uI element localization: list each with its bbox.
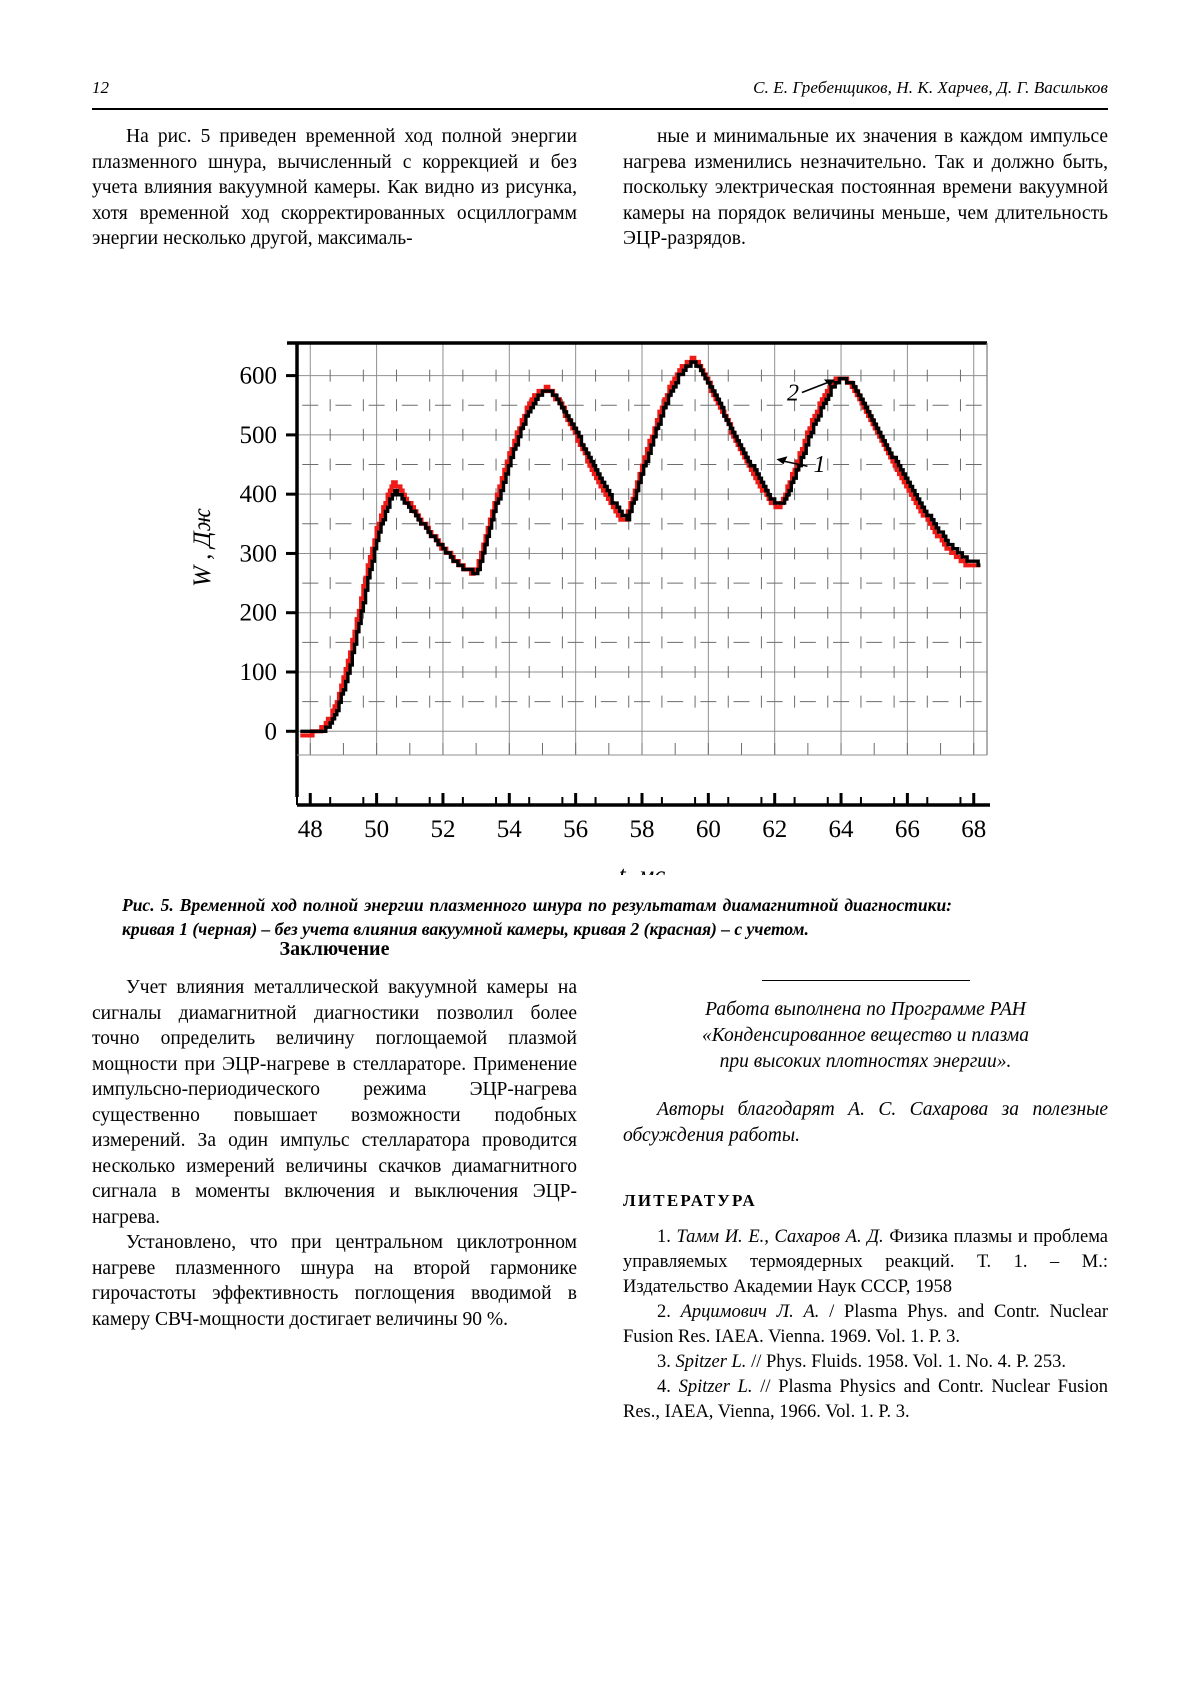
x-tick-label: 54 [497,816,523,843]
chart-axes [286,343,990,805]
acknowledgement-line-2: «Конденсированное вещество и плазма [623,1023,1108,1049]
reference-source: // Phys. Fluids. 1958. Vol. 1. No. 4. P.… [746,1352,1066,1372]
y-axis-label: W , Дж [189,508,216,587]
x-tick-label: 48 [298,816,323,843]
energy-time-chart: 0 100 200 300 400 500 600 48 50 52 54 56 58 60 62 64 66 6… [92,305,1108,875]
x-tick-label: 66 [895,816,920,843]
running-title: С. Е. Гребенщиков, Н. К. Харчев, Д. Г. В… [753,78,1108,98]
reference-authors: Spitzer L. [679,1377,753,1397]
reference-number: 3. [657,1352,676,1372]
intro-columns: На рис. 5 приведен временной ход полной … [92,124,1108,252]
reference-item: 4. Spitzer L. // Plasma Physics and Cont… [623,1375,1108,1425]
acknowledgement-line-1: Работа выполнена по Программе РАН [623,997,1108,1023]
chart-labels: 0 100 200 300 400 500 600 48 50 52 54 56 58 60 62 64 66 6… [189,363,986,875]
reference-item: 1. Тамм И. Е., Сахаров А. Д. Физика плаз… [623,1225,1108,1300]
y-tick-label: 100 [240,659,278,686]
page-header: 12 С. Е. Гребенщиков, Н. К. Харчев, Д. Г… [92,78,1108,98]
acknowledgement-thanks: Авторы благодарят А. С. Сахарова за поле… [623,1097,1108,1149]
curve-1-arrow-head [776,456,787,464]
page-number: 12 [92,78,109,98]
chart-area: 0 100 200 300 400 500 600 48 50 52 54 56 58 60 62 64 66 6… [92,305,1108,875]
x-tick-label: 58 [630,816,655,843]
y-tick-label: 500 [240,422,278,449]
x-tick-label: 60 [696,816,721,843]
reference-authors: Тамм И. Е., Сахаров А. Д. [677,1227,884,1247]
y-tick-label: 0 [265,718,278,745]
reference-number: 2. [657,1302,681,1322]
y-tick-label: 600 [240,363,278,390]
references-heading: ЛИТЕРАТУРА [623,1191,1108,1211]
y-tick-label: 300 [240,540,278,567]
reference-authors: Арцимович Л. А. [681,1302,820,1322]
reference-authors: Spitzer L. [676,1352,747,1372]
series-curve-1 [300,362,980,731]
acknowledgement-line-3: при высоких плотностях энергии». [623,1049,1108,1075]
conclusion-paragraph-1: Учет влияния металлической вакуумной кам… [92,975,577,1230]
x-tick-label: 56 [563,816,588,843]
y-tick-label: 400 [240,481,278,508]
document-page: 12 С. Е. Гребенщиков, Н. К. Харчев, Д. Г… [0,0,1200,1698]
curve-1-annotation-label: 1 [813,452,825,478]
lower-columns: Заключение Учет влияния металлической ва… [92,938,1108,1425]
acknowledgement-column: Работа выполнена по Программе РАН «Конде… [623,938,1108,1425]
y-tick-label: 200 [240,600,278,627]
intro-right-column: ные и минимальные их значения в каждом и… [623,124,1108,252]
x-tick-label: 64 [829,816,855,843]
curve-2-annotation-label: 2 [787,381,799,407]
intro-paragraph-right: ные и минимальные их значения в каждом и… [623,124,1108,252]
reference-item: 3. Spitzer L. // Phys. Fluids. 1958. Vol… [623,1350,1108,1375]
chart-series [300,358,980,736]
reference-item: 2. Арцимович Л. А. / Plasma Phys. and Co… [623,1300,1108,1350]
reference-list: 1. Тамм И. Е., Сахаров А. Д. Физика плаз… [623,1225,1108,1425]
series-curve-2 [300,358,980,736]
x-tick-label: 50 [364,816,389,843]
intro-paragraph-left: На рис. 5 приведен временной ход полной … [92,124,577,252]
x-tick-label: 52 [430,816,455,843]
x-axis-label: t, мс [619,862,666,875]
x-tick-label: 68 [961,816,986,843]
reference-number: 1. [657,1227,677,1247]
reference-number: 4. [657,1377,679,1397]
x-tick-label: 62 [762,816,787,843]
conclusion-paragraph-2: Установлено, что при центральном циклотр… [92,1230,577,1332]
figure-5: 0 100 200 300 400 500 600 48 50 52 54 56 58 60 62 64 66 6… [92,305,1108,875]
header-divider [92,108,1108,110]
conclusion-column: Заключение Учет влияния металлической ва… [92,938,577,1425]
conclusion-heading: Заключение [92,938,577,961]
acknowledgement-divider [762,980,970,981]
intro-left-column: На рис. 5 приведен временной ход полной … [92,124,577,252]
figure-caption: Рис. 5. Временной ход полной энергии пла… [122,893,952,941]
